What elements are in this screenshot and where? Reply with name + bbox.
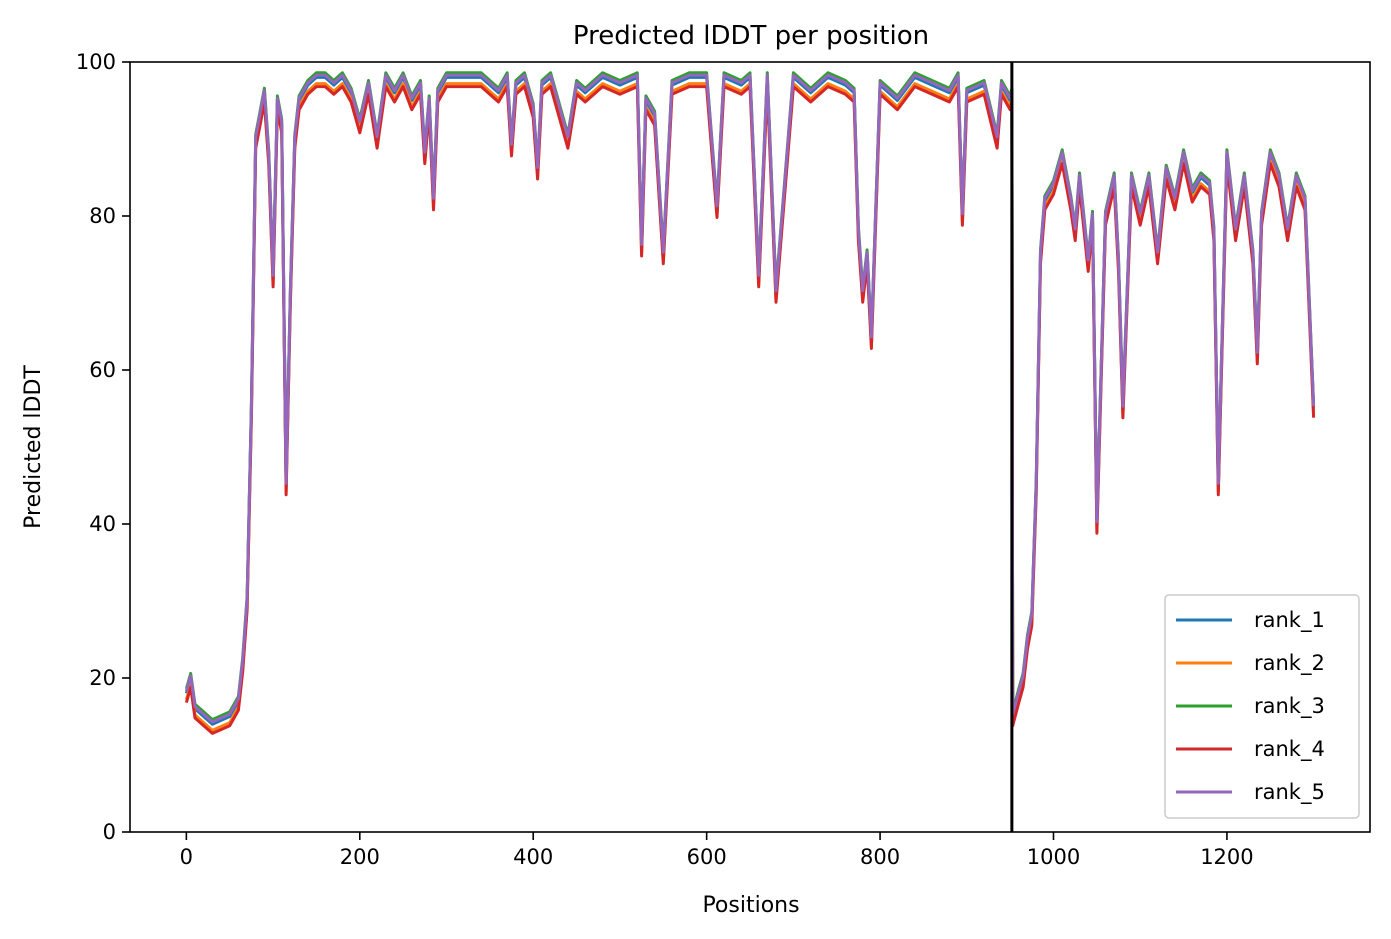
series-line-rank_2 [184,82,1316,732]
series-line-rank_1 [184,75,1316,726]
legend-label-rank_3: rank_3 [1254,694,1325,719]
y-tick-label: 80 [89,204,116,228]
legend-label-rank_4: rank_4 [1254,737,1325,762]
series-line-rank_4 [184,85,1316,735]
chart-title: Predicted lDDT per position [573,21,929,51]
y-tick-label: 100 [76,50,116,74]
series-line-rank_5 [184,73,1316,724]
legend-box [1164,594,1360,819]
y-tick-label: 40 [89,512,116,536]
x-axis: 0 200 400 600 800 1000 1200 [180,832,1254,869]
series-line-rank_3 [184,71,1316,722]
series-lines [184,71,1316,735]
y-axis: 0 20 40 60 80 100 [76,50,130,844]
x-tick-label: 200 [340,845,380,869]
plot-area-frame [129,61,1371,833]
y-tick-label: 20 [89,666,116,690]
legend-label-rank_5: rank_5 [1254,780,1325,805]
x-tick-label: 1000 [1027,845,1080,869]
y-tick-label: 60 [89,358,116,382]
legend: rank_1 rank_2 rank_3 rank_4 rank_5 [1164,594,1360,819]
x-tick-label: 600 [687,845,727,869]
x-tick-label: 800 [860,845,900,869]
x-tick-label: 0 [180,845,193,869]
legend-label-rank_2: rank_2 [1254,651,1325,676]
x-tick-label: 1200 [1200,845,1253,869]
y-axis-label: Predicted lDDT [21,365,46,529]
legend-label-rank_1: rank_1 [1254,608,1325,633]
y-tick-label: 0 [103,820,116,844]
x-axis-label: Positions [702,893,799,918]
x-tick-label: 400 [513,845,553,869]
